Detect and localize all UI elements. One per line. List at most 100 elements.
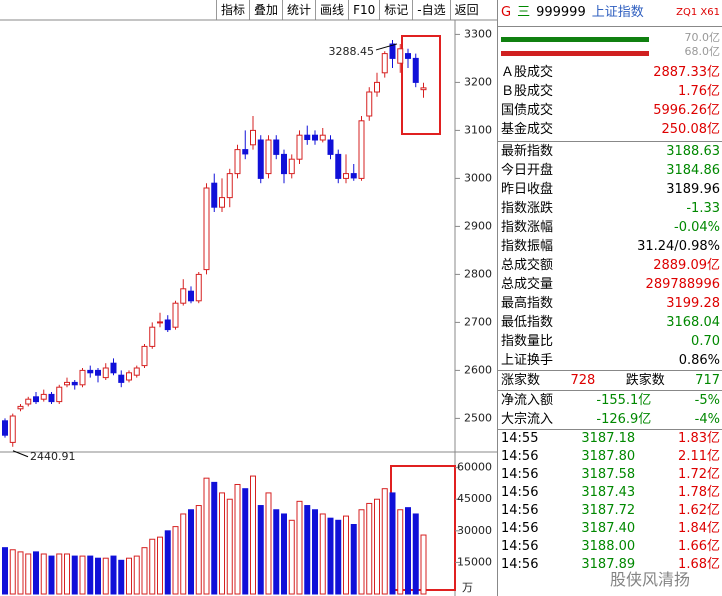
toolbar-button[interactable]: 统计 <box>282 0 315 20</box>
volume-bar <box>265 492 272 595</box>
volume-bar <box>133 555 140 595</box>
stat-row-label: 指数涨幅 <box>501 220 554 235</box>
flow-label: 净流入额 <box>501 393 554 408</box>
volume-bar <box>350 524 357 595</box>
candle-body <box>374 81 380 93</box>
stat-row: 指数涨跌 -1.33 <box>498 199 722 218</box>
turnover-row-value: 250.08亿 <box>661 122 721 137</box>
breadth-row: 涨家数 728 跌家数 717 <box>498 371 722 390</box>
y-tick-label: 15000 <box>457 555 492 568</box>
y-tick-label: 3100 <box>464 123 492 136</box>
stat-row: 最高指数 3199.28 <box>498 294 722 313</box>
tick-price: 3187.89 <box>581 557 636 572</box>
stat-row-label: 指数振幅 <box>501 239 554 254</box>
quote-panel: G 三 999999 上证指数 ZQ1 X61 70.0亿 68.0亿 Ａ股成交 2887.33… <box>497 0 722 596</box>
stat-row-value: 289788996 <box>645 277 720 292</box>
candle-body <box>366 91 373 117</box>
candle-body <box>9 415 16 443</box>
candle-body <box>56 386 63 403</box>
volume-bar <box>312 509 318 595</box>
tick-price: 3187.58 <box>581 467 636 482</box>
candle-body <box>133 367 140 376</box>
volume-bar <box>250 475 256 595</box>
chart: 2500 2600 2700 2800 2900 3000 3100 3200 3300 3288… <box>0 19 497 596</box>
tick-row: 14:56 3187.58 1.72亿 <box>498 466 722 484</box>
tick-price: 3187.43 <box>581 485 636 500</box>
volume-bar <box>358 509 365 595</box>
candle-body <box>257 139 264 179</box>
toolbar-button[interactable]: 指标 <box>216 0 249 20</box>
tick-row: 14:56 3187.72 1.62亿 <box>498 502 722 520</box>
turnover-row-label: 国债成交 <box>501 103 554 118</box>
candle-body <box>312 134 318 141</box>
volume-bar <box>273 509 280 595</box>
candle-body <box>381 53 388 74</box>
volume-bar <box>327 517 334 595</box>
volume-bar <box>397 509 404 595</box>
volume-bar <box>56 553 63 595</box>
tick-time: 14:56 <box>501 521 539 536</box>
stat-row-value: 3189.96 <box>666 182 720 197</box>
toolbar-button[interactable]: -自选 <box>412 0 449 20</box>
toolbar-button[interactable]: 返回 <box>449 0 483 20</box>
volume-bar <box>95 557 101 595</box>
tick-row: 14:56 3187.80 2.11亿 <box>498 448 722 466</box>
header-name: 上证指数 <box>591 5 644 20</box>
candle-body <box>319 134 326 141</box>
volume-bar <box>110 555 117 595</box>
candle-body <box>188 290 194 302</box>
toolbar-button[interactable]: 画线 <box>315 0 348 20</box>
volume-bar <box>17 551 24 595</box>
volume-bar <box>343 515 349 595</box>
flow-value: -155.1亿 <box>596 393 652 408</box>
turnover-row-label: Ａ股成交 <box>501 65 554 80</box>
volume-bar <box>188 509 194 595</box>
tick-price: 3187.80 <box>581 449 636 464</box>
header-code: 999999 <box>536 5 586 20</box>
candle-body <box>2 420 8 436</box>
turnover-row: Ｂ股成交 1.76亿 <box>498 82 722 101</box>
stat-row: 昨日收盘 3189.96 <box>498 180 722 199</box>
annotation-arrow <box>375 43 398 51</box>
toolbar-button[interactable]: 叠加 <box>249 0 282 20</box>
toolbar-button[interactable]: 标记 <box>379 0 412 20</box>
tick-volume: 1.62亿 <box>678 503 720 518</box>
stat-row-label: 指数量比 <box>501 334 554 349</box>
volume-bar <box>319 513 326 595</box>
stat-row: 指数量比 0.70 <box>498 332 722 351</box>
volume-bar <box>126 557 132 595</box>
tick-volume: 1.66亿 <box>678 539 720 554</box>
stat-row-value: 3188.63 <box>666 144 720 159</box>
watermark: 股侠风清扬 <box>610 570 691 589</box>
volume-bar <box>288 519 295 595</box>
ratio-label: 68.0亿 <box>684 45 721 58</box>
y-tick-label: 3000 <box>464 171 492 184</box>
annotation-arrow <box>12 450 29 458</box>
tick-row: 14:56 3187.43 1.78亿 <box>498 484 722 502</box>
volume-bar <box>420 534 427 595</box>
y-tick-label: 60000 <box>457 461 492 474</box>
stat-row-value: 31.24/0.98% <box>637 239 720 254</box>
panel-header: G 三 999999 上证指数 ZQ1 X61 <box>498 0 722 27</box>
volume-ratio-bars: 70.0亿 68.0亿 <box>498 27 722 63</box>
volume-bar <box>102 557 109 595</box>
breadth-item: 717 <box>695 373 720 388</box>
candle-body <box>33 396 39 403</box>
tick-time: 14:56 <box>501 557 539 572</box>
stat-row-label: 最新指数 <box>501 144 554 159</box>
tick-row: 14:56 3188.00 1.66亿 <box>498 538 722 556</box>
turnover-row: 国债成交 5996.26亿 <box>498 101 722 120</box>
volume-bar <box>296 500 303 595</box>
candle-body <box>273 139 280 155</box>
y-tick-label: 3300 <box>464 27 492 40</box>
volume-bar <box>2 547 8 595</box>
ratio-bar <box>501 37 649 42</box>
toolbar-button[interactable]: F10 <box>348 0 379 20</box>
candle-body <box>164 319 171 331</box>
candle-body <box>126 372 132 381</box>
stat-row: 最新指数 3188.63 <box>498 142 722 161</box>
volume-bar <box>118 559 125 595</box>
volume-bar <box>389 492 396 595</box>
candle-body <box>149 326 156 347</box>
